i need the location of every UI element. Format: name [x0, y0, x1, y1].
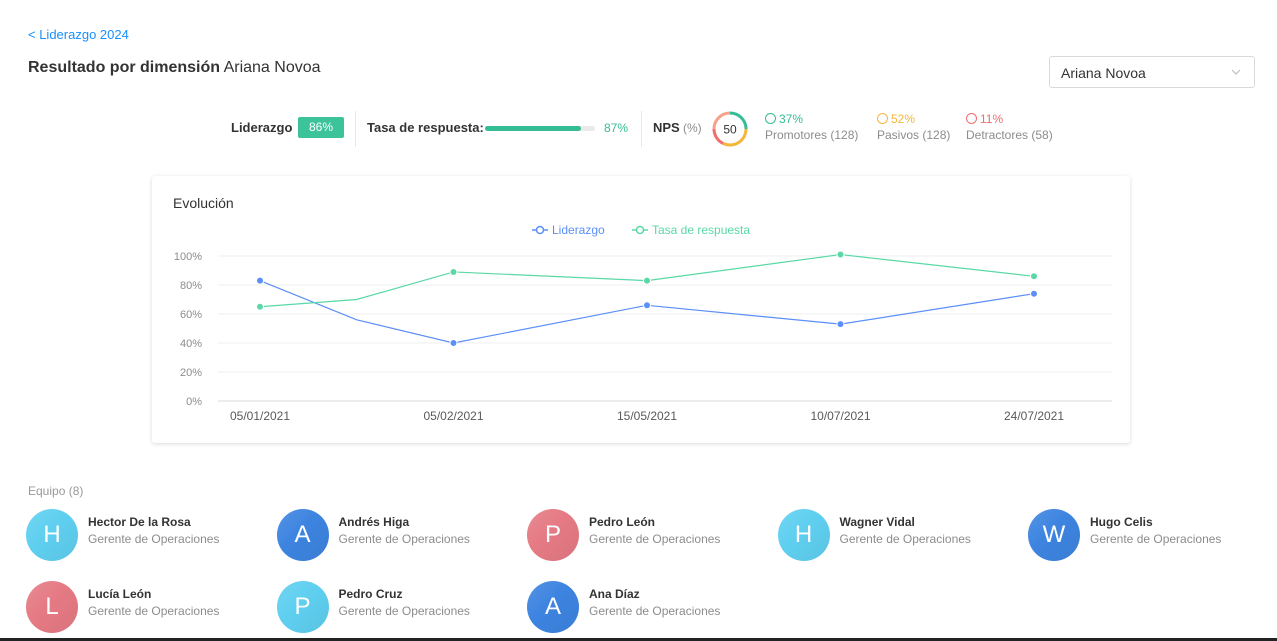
nps-gauge: 50 — [712, 111, 748, 147]
member-name: Pedro León — [589, 515, 656, 529]
sad-face-icon — [966, 113, 977, 124]
member-name: Pedro Cruz — [338, 587, 403, 601]
passives-stat: 52% Pasivos (128) — [877, 112, 950, 142]
team-member[interactable]: P Pedro León Gerente de Operaciones — [527, 509, 767, 563]
data-point — [836, 320, 845, 329]
avatar: W — [1028, 509, 1080, 561]
data-point — [449, 267, 458, 276]
promoters-label: Promotores (128) — [765, 128, 859, 142]
member-role: Gerente de Operaciones — [338, 532, 470, 546]
avatar: H — [26, 509, 78, 561]
y-tick-label: 20% — [180, 367, 202, 379]
team-title: Equipo (8) — [28, 484, 84, 498]
y-tick-label: 80% — [180, 280, 202, 292]
member-name: Andrés Higa — [338, 515, 410, 529]
legend-label: Liderazgo — [552, 223, 605, 237]
divider — [0, 638, 1277, 641]
member-role: Gerente de Operaciones — [589, 604, 721, 618]
back-link[interactable]: < Liderazgo 2024 — [28, 27, 129, 42]
team-member[interactable]: A Ana Díaz Gerente de Operaciones — [527, 581, 767, 635]
response-rate-bar — [485, 126, 595, 131]
evolution-chart-card: Evolución 100% 80% 60% 40% 20% 0% 05/01/2021 05… — [152, 176, 1130, 443]
member-name: Hector De la Rosa — [88, 515, 191, 529]
data-point — [1030, 289, 1038, 298]
leadership-label: Liderazgo — [231, 120, 293, 135]
avatar: H — [777, 509, 830, 561]
page-title: Resultado por dimensión Ariana Novoa — [28, 59, 321, 77]
team-member[interactable]: A Andrés Higa Gerente de Operaciones — [276, 509, 517, 563]
detractors-pct: 11% — [980, 112, 1004, 126]
series-line-tasa-respuesta — [259, 253, 1035, 308]
x-tick-label: 24/07/2021 — [1004, 409, 1064, 423]
legend-marker — [535, 225, 545, 235]
x-tick-label: 05/01/2021 — [230, 409, 290, 423]
chart-title: Evolución — [173, 195, 234, 211]
x-tick-label: 05/02/2021 — [423, 409, 483, 423]
response-rate-bar-fill — [485, 126, 581, 131]
detractors-label: Detractores (58) — [966, 128, 1053, 142]
member-name: Wagner Vidal — [839, 515, 915, 529]
data-point — [836, 250, 845, 259]
y-tick-label: 60% — [180, 309, 202, 321]
team-member[interactable]: W Hugo Celis Gerente de Operaciones — [1028, 509, 1268, 563]
member-name: Lucía León — [88, 587, 152, 601]
avatar: P — [276, 581, 329, 633]
promoters-pct: 37% — [779, 112, 804, 126]
avatar: A — [527, 581, 579, 633]
member-role: Gerente de Operaciones — [839, 532, 971, 546]
data-point — [256, 276, 264, 285]
response-rate-label: Tasa de respuesta: — [367, 120, 484, 135]
data-point — [643, 301, 651, 310]
member-role: Gerente de Operaciones — [88, 532, 220, 546]
passives-label: Pasivos (128) — [877, 128, 951, 142]
data-point — [643, 276, 651, 285]
person-select-value: Ariana Novoa — [1061, 65, 1146, 81]
member-name: Ana Díaz — [589, 587, 640, 601]
member-name: Hugo Celis — [1090, 515, 1153, 529]
nps-value: 50 — [723, 123, 737, 137]
x-tick-label: 15/05/2021 — [617, 409, 677, 423]
avatar: P — [527, 509, 579, 561]
data-point — [1030, 272, 1038, 281]
avatar: A — [276, 509, 329, 561]
smile-icon — [765, 113, 776, 124]
series-line-liderazgo — [259, 280, 1035, 344]
team-member[interactable]: H Hector De la Rosa Gerente de Operaciones — [26, 509, 266, 563]
leadership-badge: 86% — [298, 117, 344, 138]
divider — [355, 111, 356, 147]
person-select[interactable]: Ariana Novoa — [1049, 56, 1255, 88]
nps-unit: (%) — [683, 121, 702, 135]
response-rate-value: 87% — [604, 121, 629, 135]
divider — [641, 111, 642, 147]
team-member[interactable]: L Lucía León Gerente de Operaciones — [26, 581, 266, 635]
member-role: Gerente de Operaciones — [1090, 532, 1222, 546]
chevron-down-icon — [1231, 69, 1241, 75]
member-role: Gerente de Operaciones — [589, 532, 721, 546]
data-point — [256, 302, 264, 311]
member-role: Gerente de Operaciones — [338, 604, 470, 618]
member-role: Gerente de Operaciones — [88, 604, 220, 618]
team-member[interactable]: P Pedro Cruz Gerente de Operaciones — [276, 581, 517, 635]
detractors-stat: 11% Detractores (58) — [966, 112, 1053, 142]
legend-label: Tasa de respuesta — [652, 223, 750, 237]
y-tick-label: 100% — [174, 251, 202, 263]
avatar: L — [26, 581, 78, 633]
team-member[interactable]: H Wagner Vidal Gerente de Operaciones — [777, 509, 1018, 563]
legend-marker — [635, 225, 645, 235]
nps-label: NPS — [653, 120, 680, 135]
y-tick-label: 40% — [180, 338, 202, 350]
page-title-person: Ariana Novoa — [223, 59, 321, 76]
evolution-chart: 100% 80% 60% 40% 20% 0% 05/01/2021 05/02/2021 15… — [174, 223, 1112, 423]
passives-pct: 52% — [891, 112, 916, 126]
y-tick-label: 0% — [186, 396, 202, 408]
neutral-face-icon — [877, 113, 888, 124]
promoters-stat: 37% Promotores (128) — [765, 112, 858, 142]
metrics-bar: Liderazgo 86% Tasa de respuesta: 87% NPS… — [0, 108, 1277, 148]
x-tick-label: 10/07/2021 — [810, 409, 870, 423]
page-title-dimension: Resultado por dimensión — [28, 59, 221, 76]
data-point — [449, 339, 458, 347]
